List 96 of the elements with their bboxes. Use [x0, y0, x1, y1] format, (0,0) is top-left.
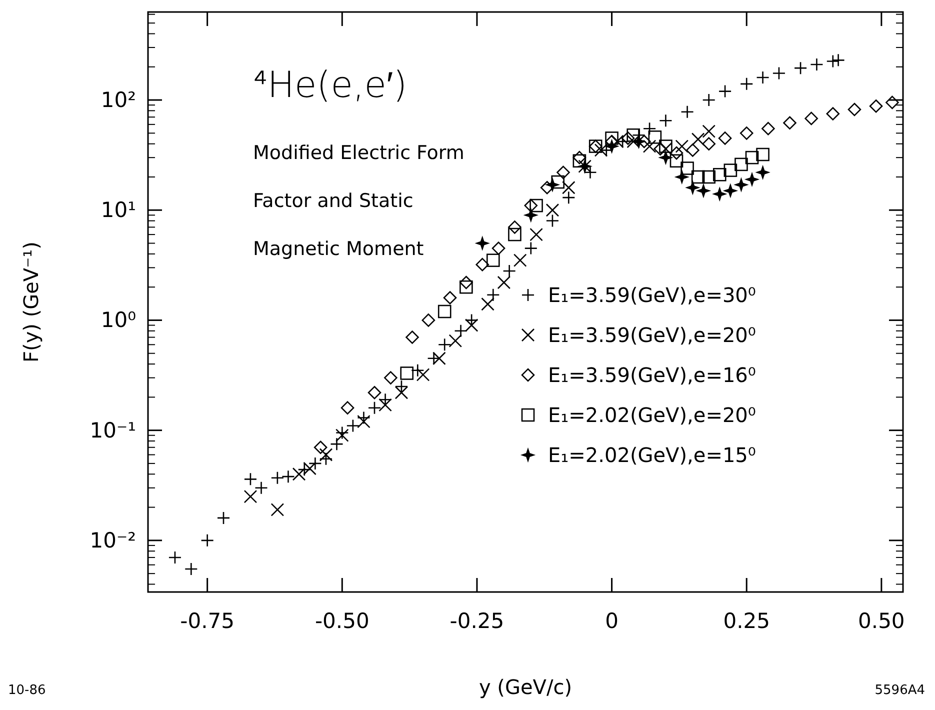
- point: [886, 96, 899, 110]
- point: [486, 254, 500, 267]
- point: [422, 314, 436, 327]
- point: [605, 132, 618, 145]
- point: [438, 304, 452, 318]
- point: [712, 168, 726, 182]
- x-tick-label: -0.25: [450, 609, 504, 633]
- point: [605, 140, 618, 153]
- point: [632, 134, 646, 148]
- point: [572, 154, 586, 168]
- point: [675, 170, 688, 184]
- point: [691, 170, 705, 184]
- legend-label: E₁=2.02(GeV),e=20⁰: [548, 403, 756, 427]
- point: [686, 181, 700, 194]
- point: [357, 414, 370, 428]
- point: [756, 148, 770, 162]
- x-axis-title: y (GeV/c): [478, 675, 572, 699]
- point: [530, 228, 543, 242]
- point: [659, 151, 672, 164]
- point: [292, 467, 306, 481]
- point: [368, 386, 382, 400]
- point: [416, 368, 430, 382]
- point: [702, 137, 716, 150]
- point: [400, 366, 414, 380]
- point: [848, 102, 862, 116]
- x-tick-label: 0.25: [723, 609, 770, 633]
- y-tick-label: 10¹: [100, 198, 136, 222]
- point: [762, 122, 775, 136]
- x-tick-label: 0: [605, 609, 618, 633]
- point: [648, 130, 662, 144]
- point: [340, 401, 354, 414]
- point: [546, 203, 560, 217]
- point: [384, 371, 398, 384]
- point: [734, 158, 748, 172]
- point: [406, 330, 419, 344]
- point: [740, 126, 754, 140]
- x-tick-label: -0.50: [314, 609, 370, 633]
- text: 5596A4: [874, 683, 925, 698]
- point: [675, 140, 689, 153]
- point: [702, 124, 716, 138]
- point: [746, 172, 758, 186]
- y-tick-label: 10⁻²: [90, 528, 136, 552]
- annotation: Magnetic Moment: [253, 238, 424, 260]
- point: [492, 242, 506, 255]
- point: [513, 254, 527, 267]
- point: [303, 462, 316, 476]
- point: [319, 448, 333, 462]
- point: [696, 184, 710, 198]
- legend-label: E₁=3.59(GeV),e=20⁰: [548, 323, 756, 347]
- point: [702, 170, 716, 184]
- point: [476, 258, 490, 272]
- y-axis-title: F(y) (GeV⁻¹): [19, 242, 43, 362]
- point: [869, 99, 883, 113]
- point: [443, 291, 457, 304]
- point: [460, 280, 473, 294]
- point: [718, 132, 732, 145]
- legend-label: E₁=2.02(GeV),e=15⁰: [548, 443, 756, 467]
- legend-label: E₁=3.59(GeV),e=16⁰: [548, 363, 756, 387]
- point: [562, 180, 576, 194]
- point: [734, 178, 748, 192]
- y-tick-label: 10⁰: [100, 308, 136, 332]
- point: [642, 140, 656, 153]
- point: [476, 236, 489, 250]
- point: [551, 175, 565, 189]
- point: [724, 184, 737, 198]
- x-tick-label: -0.75: [180, 609, 234, 633]
- point: [460, 276, 473, 290]
- point: [659, 140, 672, 153]
- point: [508, 220, 522, 234]
- y-tick-label: 10⁻¹: [90, 418, 136, 442]
- point: [270, 503, 284, 516]
- point: [556, 166, 570, 180]
- point: [756, 166, 770, 179]
- point: [691, 132, 705, 146]
- point: [745, 150, 759, 164]
- annotation: Modified Electric Form: [253, 142, 464, 164]
- point: [783, 116, 796, 130]
- point: [713, 188, 726, 201]
- point: [804, 112, 818, 126]
- annotation: Factor and Static: [253, 190, 414, 212]
- point: [826, 107, 840, 120]
- point: [530, 198, 543, 212]
- point: [670, 154, 684, 168]
- x-tick-label: 0.50: [858, 609, 905, 633]
- point: [724, 164, 738, 177]
- point: [546, 178, 559, 192]
- legend-label: E₁=3.59(GeV),e=30⁰: [548, 283, 756, 307]
- text: 10-86: [8, 683, 46, 698]
- point: [508, 228, 522, 242]
- point: [626, 128, 640, 142]
- point: [314, 440, 328, 454]
- point: [686, 144, 700, 157]
- y-tick-label: 10²: [100, 88, 136, 112]
- text: ⁴He(e,e′): [253, 65, 408, 106]
- point: [680, 162, 694, 175]
- point: [524, 208, 538, 222]
